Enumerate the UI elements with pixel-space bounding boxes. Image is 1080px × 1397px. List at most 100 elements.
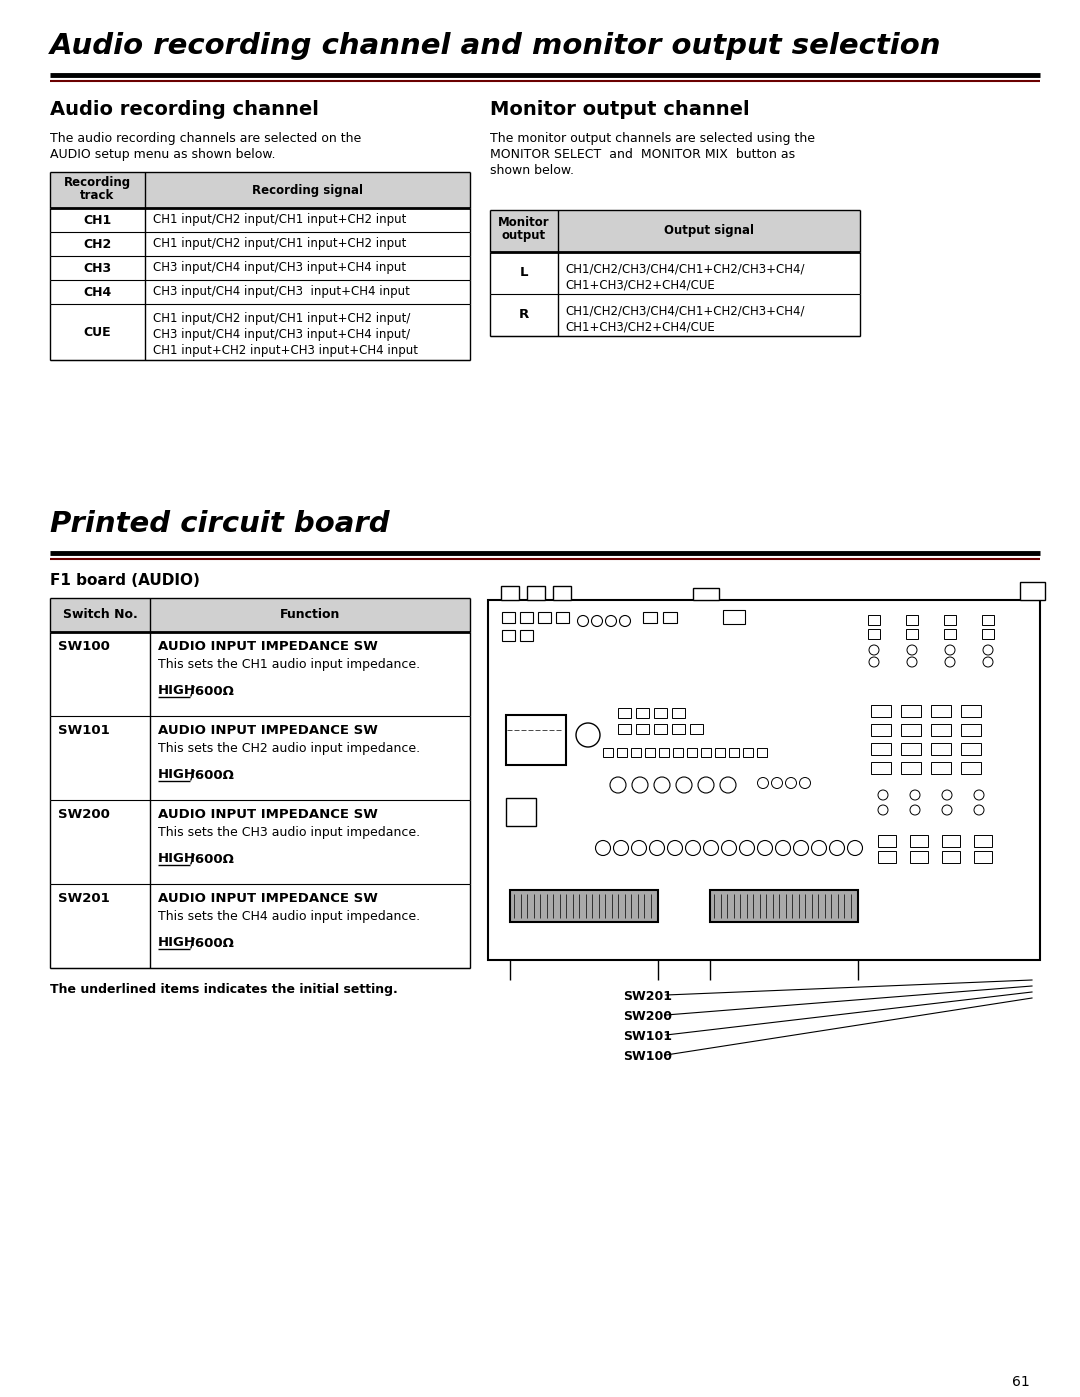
Text: Recording: Recording bbox=[64, 176, 131, 189]
Text: output: output bbox=[502, 229, 546, 242]
Text: The underlined items indicates the initial setting.: The underlined items indicates the initi… bbox=[50, 983, 397, 996]
Circle shape bbox=[703, 841, 718, 855]
Circle shape bbox=[910, 805, 920, 814]
Circle shape bbox=[740, 841, 755, 855]
Circle shape bbox=[785, 778, 797, 788]
Circle shape bbox=[983, 657, 993, 666]
Text: CH3 input/CH4 input/CH3  input+CH4 input: CH3 input/CH4 input/CH3 input+CH4 input bbox=[153, 285, 410, 299]
Bar bbox=[618, 708, 631, 718]
Bar bbox=[502, 630, 515, 641]
Bar bbox=[906, 629, 918, 638]
Bar bbox=[501, 585, 519, 599]
Text: Switch No.: Switch No. bbox=[63, 608, 137, 622]
Circle shape bbox=[721, 841, 737, 855]
Bar bbox=[618, 724, 631, 733]
Circle shape bbox=[775, 841, 791, 855]
Text: Recording signal: Recording signal bbox=[252, 184, 363, 197]
Circle shape bbox=[620, 616, 631, 626]
Bar bbox=[502, 612, 515, 623]
Text: AUDIO INPUT IMPEDANCE SW: AUDIO INPUT IMPEDANCE SW bbox=[158, 724, 378, 738]
Text: R: R bbox=[518, 309, 529, 321]
Circle shape bbox=[910, 789, 920, 800]
Text: CH1: CH1 bbox=[83, 214, 111, 226]
Text: CH1/CH2/CH3/CH4/CH1+CH2/CH3+CH4/: CH1/CH2/CH3/CH4/CH1+CH2/CH3+CH4/ bbox=[565, 305, 805, 317]
Bar bbox=[538, 612, 551, 623]
Text: CH4: CH4 bbox=[83, 285, 111, 299]
Bar bbox=[868, 615, 880, 624]
Text: CH2: CH2 bbox=[83, 237, 111, 250]
Text: SW100: SW100 bbox=[58, 640, 110, 652]
Bar bbox=[701, 747, 711, 757]
Text: SW201: SW201 bbox=[58, 893, 110, 905]
Bar bbox=[715, 747, 725, 757]
Text: HIGH: HIGH bbox=[158, 768, 195, 781]
Circle shape bbox=[794, 841, 809, 855]
Text: Audio recording channel and monitor output selection: Audio recording channel and monitor outp… bbox=[50, 32, 942, 60]
Text: HIGH: HIGH bbox=[158, 852, 195, 865]
Circle shape bbox=[869, 657, 879, 666]
Circle shape bbox=[667, 841, 683, 855]
Circle shape bbox=[595, 841, 610, 855]
Circle shape bbox=[942, 805, 951, 814]
Text: CH1 input/CH2 input/CH1 input+CH2 input: CH1 input/CH2 input/CH1 input+CH2 input bbox=[153, 237, 406, 250]
Circle shape bbox=[576, 724, 600, 747]
Text: CH1+CH3/CH2+CH4/CUE: CH1+CH3/CH2+CH4/CUE bbox=[565, 278, 715, 291]
Bar bbox=[507, 798, 536, 826]
Bar bbox=[743, 747, 753, 757]
Bar bbox=[961, 761, 981, 774]
Bar bbox=[603, 747, 613, 757]
Circle shape bbox=[757, 841, 772, 855]
Circle shape bbox=[686, 841, 701, 855]
Text: SW200: SW200 bbox=[58, 807, 110, 821]
Bar bbox=[931, 705, 951, 717]
Circle shape bbox=[578, 616, 589, 626]
Bar bbox=[870, 761, 891, 774]
Bar bbox=[901, 705, 921, 717]
Bar bbox=[870, 743, 891, 754]
Bar bbox=[50, 598, 470, 631]
Text: CH3 input/CH4 input/CH3 input+CH4 input/: CH3 input/CH4 input/CH3 input+CH4 input/ bbox=[153, 328, 410, 341]
Circle shape bbox=[974, 805, 984, 814]
Text: /600Ω: /600Ω bbox=[190, 685, 234, 697]
Bar bbox=[672, 724, 685, 733]
Bar bbox=[910, 851, 928, 863]
Text: SW100: SW100 bbox=[623, 1051, 672, 1063]
Text: CH1 input/CH2 input/CH1 input+CH2 input/: CH1 input/CH2 input/CH1 input+CH2 input/ bbox=[153, 312, 410, 326]
Bar bbox=[757, 747, 767, 757]
Bar bbox=[663, 612, 677, 623]
Bar bbox=[490, 210, 860, 251]
Circle shape bbox=[654, 777, 670, 793]
Text: Audio recording channel: Audio recording channel bbox=[50, 101, 319, 119]
Bar bbox=[961, 705, 981, 717]
Bar bbox=[901, 761, 921, 774]
Bar bbox=[693, 588, 719, 599]
Text: AUDIO INPUT IMPEDANCE SW: AUDIO INPUT IMPEDANCE SW bbox=[158, 807, 378, 821]
Circle shape bbox=[945, 645, 955, 655]
Text: SW201: SW201 bbox=[623, 990, 672, 1003]
Text: Output signal: Output signal bbox=[664, 224, 754, 237]
Bar bbox=[901, 724, 921, 736]
Bar bbox=[631, 747, 642, 757]
Bar bbox=[654, 708, 667, 718]
Text: Monitor: Monitor bbox=[498, 217, 550, 229]
Text: Monitor output channel: Monitor output channel bbox=[490, 101, 750, 119]
Text: Printed circuit board: Printed circuit board bbox=[50, 510, 390, 538]
Bar bbox=[931, 743, 951, 754]
Text: AUDIO INPUT IMPEDANCE SW: AUDIO INPUT IMPEDANCE SW bbox=[158, 893, 378, 905]
Circle shape bbox=[907, 645, 917, 655]
Bar bbox=[617, 747, 627, 757]
Circle shape bbox=[983, 645, 993, 655]
Text: track: track bbox=[80, 189, 114, 203]
Bar bbox=[636, 708, 649, 718]
Polygon shape bbox=[1020, 583, 1045, 599]
Text: Function: Function bbox=[280, 608, 340, 622]
Text: F1 board (AUDIO): F1 board (AUDIO) bbox=[50, 573, 200, 588]
Text: This sets the CH1 audio input impedance.: This sets the CH1 audio input impedance. bbox=[158, 658, 420, 671]
Bar bbox=[944, 615, 956, 624]
Text: CH3: CH3 bbox=[83, 261, 111, 274]
Circle shape bbox=[698, 777, 714, 793]
Circle shape bbox=[878, 789, 888, 800]
Circle shape bbox=[771, 778, 783, 788]
Text: CH1 input+CH2 input+CH3 input+CH4 input: CH1 input+CH2 input+CH3 input+CH4 input bbox=[153, 344, 418, 358]
Bar bbox=[931, 724, 951, 736]
